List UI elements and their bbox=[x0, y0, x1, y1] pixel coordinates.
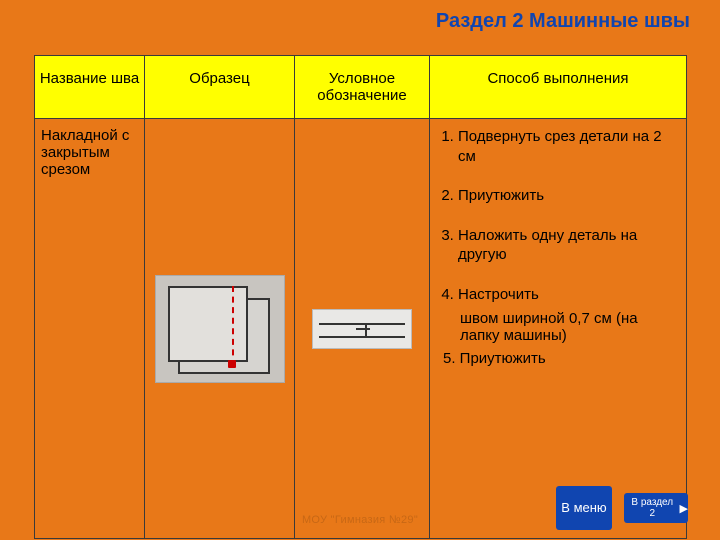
th-name: Название шва bbox=[35, 56, 145, 119]
footer-watermark: МОУ "Гимназия №29" bbox=[302, 514, 418, 526]
method-steps: Подвернуть срез детали на 2 см Приутюжит… bbox=[440, 127, 676, 304]
sample-stitch-line bbox=[232, 286, 234, 366]
section-title: Раздел 2 Машинные швы bbox=[436, 10, 690, 33]
th-method: Способ выполнения bbox=[430, 56, 687, 119]
sample-diagram bbox=[155, 275, 285, 383]
method-step: Настрочить bbox=[458, 285, 676, 305]
go-section2-button[interactable]: В раздел 2 ▶ bbox=[624, 493, 688, 523]
symbol-line-top bbox=[319, 323, 405, 325]
arrow-right-icon: ▶ bbox=[680, 502, 688, 515]
go-section2-label: В раздел 2 bbox=[628, 497, 677, 519]
cell-symbol bbox=[295, 119, 430, 539]
method-step: Подвернуть срез детали на 2 см bbox=[458, 127, 676, 166]
method-step: Приутюжить bbox=[458, 186, 676, 206]
cell-name: Накладной с закрытым срезом bbox=[35, 119, 145, 539]
symbol-tick bbox=[356, 328, 370, 330]
symbol-diagram bbox=[312, 309, 412, 349]
table-row: Накладной с закрытым срезом bbox=[35, 119, 687, 539]
seam-table: Название шва Образец Условное обозначени… bbox=[34, 55, 686, 539]
sample-over-rect bbox=[168, 286, 248, 362]
th-sample: Образец bbox=[145, 56, 295, 119]
menu-button[interactable]: В меню bbox=[556, 486, 612, 530]
cell-method: Подвернуть срез детали на 2 см Приутюжит… bbox=[430, 119, 687, 539]
sample-stitch-dot bbox=[228, 360, 236, 368]
symbol-line-bottom bbox=[319, 336, 405, 338]
th-symbol: Условное обозначение bbox=[295, 56, 430, 119]
method-step4-cont: швом шириной 0,7 см (на лапку машины) bbox=[460, 310, 676, 344]
method-step5: 5. Приутюжить bbox=[443, 350, 676, 367]
method-step: Наложить одну деталь на другую bbox=[458, 226, 676, 265]
cell-sample bbox=[145, 119, 295, 539]
